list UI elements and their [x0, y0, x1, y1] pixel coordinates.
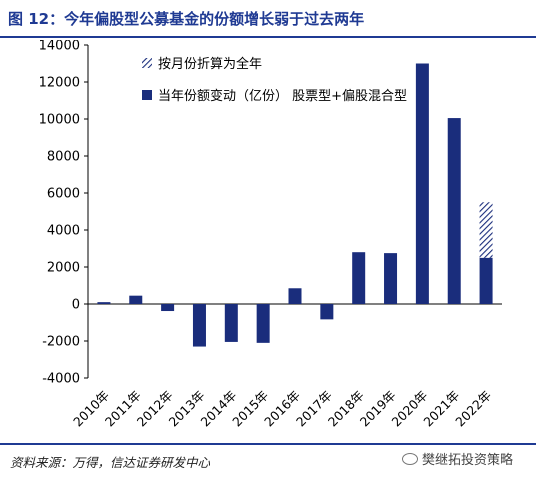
legend-swatch-solid — [142, 90, 152, 100]
y-tick-label: 10000 — [39, 113, 80, 128]
footer-divider — [0, 443, 536, 445]
bar-2012年 — [161, 304, 175, 312]
bar-2015年 — [256, 304, 270, 343]
bar-2018年 — [352, 252, 366, 304]
legend-label-solid: 当年份额变动（亿份） 股票型+偏股混合型 — [158, 88, 407, 104]
y-tick-label: -2000 — [42, 335, 80, 350]
bar-2010年 — [97, 302, 111, 304]
bar-2022年 — [479, 257, 493, 304]
source-note: 资料来源：万得，信达证券研发中心 — [10, 455, 211, 470]
legend-label-hatched: 按月份折算为全年 — [158, 56, 262, 72]
title-divider — [0, 36, 536, 38]
watermark: 樊继拓投资策略 — [402, 449, 513, 468]
bar-2011年 — [129, 295, 143, 304]
hatched-bar-2022年 — [479, 202, 493, 258]
legend-swatch-hatched — [142, 58, 152, 68]
y-tick-label: -4000 — [42, 372, 80, 387]
y-tick-label: 14000 — [39, 40, 80, 54]
chart-title: 图 12：今年偏股型公募基金的份额增长弱于过去两年 — [8, 10, 365, 28]
bar-2020年 — [415, 63, 429, 304]
wechat-icon — [402, 453, 418, 465]
y-tick-label: 4000 — [47, 224, 80, 239]
bar-chart: -4000 -2000 0 2000 4000 6000 8000 10000 12000 140… — [39, 40, 502, 430]
y-tick-label: 0 — [72, 298, 80, 313]
y-tick-label: 8000 — [47, 150, 80, 165]
x-tick-label: 2022年 — [452, 388, 494, 430]
y-tick-label: 12000 — [39, 76, 80, 91]
y-tick-label: 6000 — [47, 187, 80, 202]
bar-2019年 — [384, 253, 398, 304]
bar-2013年 — [192, 304, 206, 347]
y-tick-label: 2000 — [47, 261, 80, 276]
bar-2017年 — [320, 304, 334, 320]
bar-2021年 — [447, 118, 461, 304]
watermark-text: 樊继拓投资策略 — [422, 453, 514, 468]
bar-2016年 — [288, 288, 302, 304]
bar-2014年 — [224, 304, 238, 342]
